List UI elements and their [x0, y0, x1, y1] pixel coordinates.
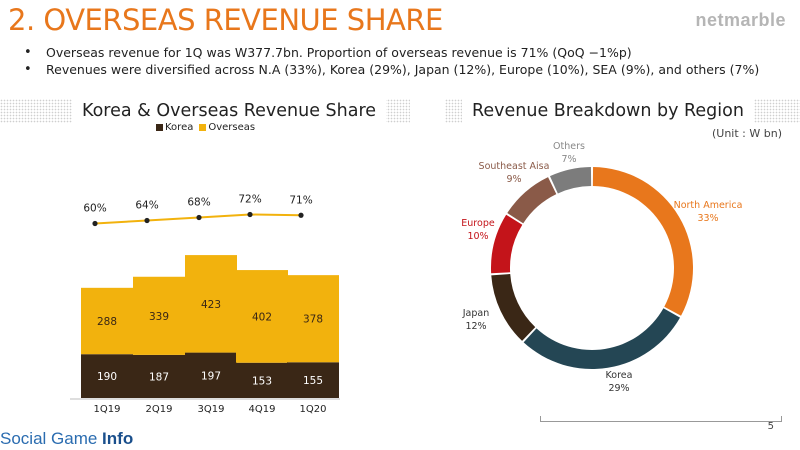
bar-overseas: [287, 275, 339, 363]
bar-label-overseas: 288: [97, 316, 117, 328]
page-number: 5: [767, 421, 774, 432]
slice-label: Europe: [461, 218, 495, 229]
slice-value-label: 7%: [561, 154, 576, 165]
x-tick-label: 4Q19: [249, 404, 276, 415]
slice-value-label: 9%: [506, 174, 521, 185]
brand-logo: netmarble: [695, 10, 786, 30]
bar-overseas: [236, 270, 288, 363]
slice-value-label: 10%: [467, 231, 488, 242]
slice-value-label: 33%: [697, 213, 718, 224]
x-tick-label: 2Q19: [146, 404, 173, 415]
bar-overseas: [81, 287, 133, 355]
donut-slice: [592, 167, 693, 316]
legend-swatch-overseas: [199, 124, 207, 131]
x-tick-label: 1Q19: [94, 404, 121, 415]
bar-label-korea: 155: [303, 375, 323, 387]
bullet-item: Revenues were diversified across N.A (33…: [12, 61, 759, 78]
bar-label-overseas: 378: [303, 314, 323, 326]
watermark-part: Info: [102, 429, 134, 448]
share-point: [92, 220, 98, 227]
share-label: 64%: [135, 200, 158, 212]
legend-label-overseas: Overseas: [208, 122, 256, 133]
bar-chart: 190 288 1Q19 187 339 2Q19 197 423 3Q19 153 402 4Q19…: [70, 194, 340, 415]
share-label: 72%: [238, 194, 261, 206]
right-panel-title: Revenue Breakdown by Region: [462, 98, 754, 124]
bar-korea: [287, 362, 339, 398]
bar-korea: [133, 354, 185, 398]
watermark-part: Social Game: [0, 429, 103, 448]
bullet-item: Overseas revenue for 1Q was W377.7bn. Pr…: [12, 44, 759, 61]
share-label: 68%: [187, 197, 210, 209]
watermark-logo: Social Game Info: [0, 428, 133, 450]
slice-label: Others: [553, 141, 585, 152]
share-point: [298, 212, 304, 218]
legend-swatch-korea: [156, 124, 163, 131]
donut-slice: [507, 177, 557, 224]
share-label: 60%: [83, 203, 106, 215]
bullet-list: Overseas revenue for 1Q was W377.7bn. Pr…: [12, 44, 759, 78]
left-panel-title: Korea & Overseas Revenue Share: [72, 98, 387, 124]
footer-tick: [781, 416, 782, 422]
bar-label-overseas: 339: [149, 311, 169, 323]
bar-korea: [236, 362, 288, 398]
slide-title: 2. OVERSEAS REVENUE SHARE: [8, 3, 443, 37]
bar-legend: Korea Overseas: [156, 122, 255, 133]
footer-tick: [540, 416, 541, 422]
legend-item-korea: Korea: [156, 122, 193, 133]
bar-label-korea: 153: [252, 375, 272, 387]
bar-label-overseas: 402: [252, 311, 272, 323]
share-label: 71%: [289, 194, 312, 206]
legend-label-korea: Korea: [165, 122, 194, 133]
bar-label-korea: 187: [149, 371, 169, 383]
x-tick-label: 1Q20: [300, 404, 327, 415]
legend-item-overseas: Overseas: [199, 122, 255, 133]
share-point: [144, 217, 150, 224]
x-tick-label: 3Q19: [198, 404, 225, 415]
donut-slice: [491, 214, 523, 274]
bar-label-overseas: 423: [201, 299, 221, 311]
share-point: [196, 214, 202, 221]
slice-label: Japan: [462, 308, 490, 319]
slice-value-label: 12%: [465, 321, 486, 332]
slice-label: Korea: [606, 370, 633, 381]
bar-korea: [185, 352, 237, 398]
donut-slice: [491, 274, 536, 341]
bar-label-korea: 197: [201, 370, 221, 382]
donut-chart: North America 33% Korea 29% Japan 12% Europe 10…: [461, 141, 743, 394]
footer-rule: [540, 421, 782, 422]
bar-label-korea: 190: [97, 371, 117, 383]
unit-note: (Unit : W bn): [711, 127, 782, 140]
slice-label: Southeast Aisa: [479, 161, 550, 172]
share-point: [247, 211, 253, 218]
donut-slice: [549, 167, 592, 194]
slice-value-label: 29%: [608, 383, 629, 394]
bar-overseas: [185, 255, 237, 353]
bar-korea: [81, 354, 133, 398]
donut-slice: [523, 308, 680, 369]
bar-overseas: [133, 276, 185, 355]
slice-label: North America: [674, 200, 743, 211]
